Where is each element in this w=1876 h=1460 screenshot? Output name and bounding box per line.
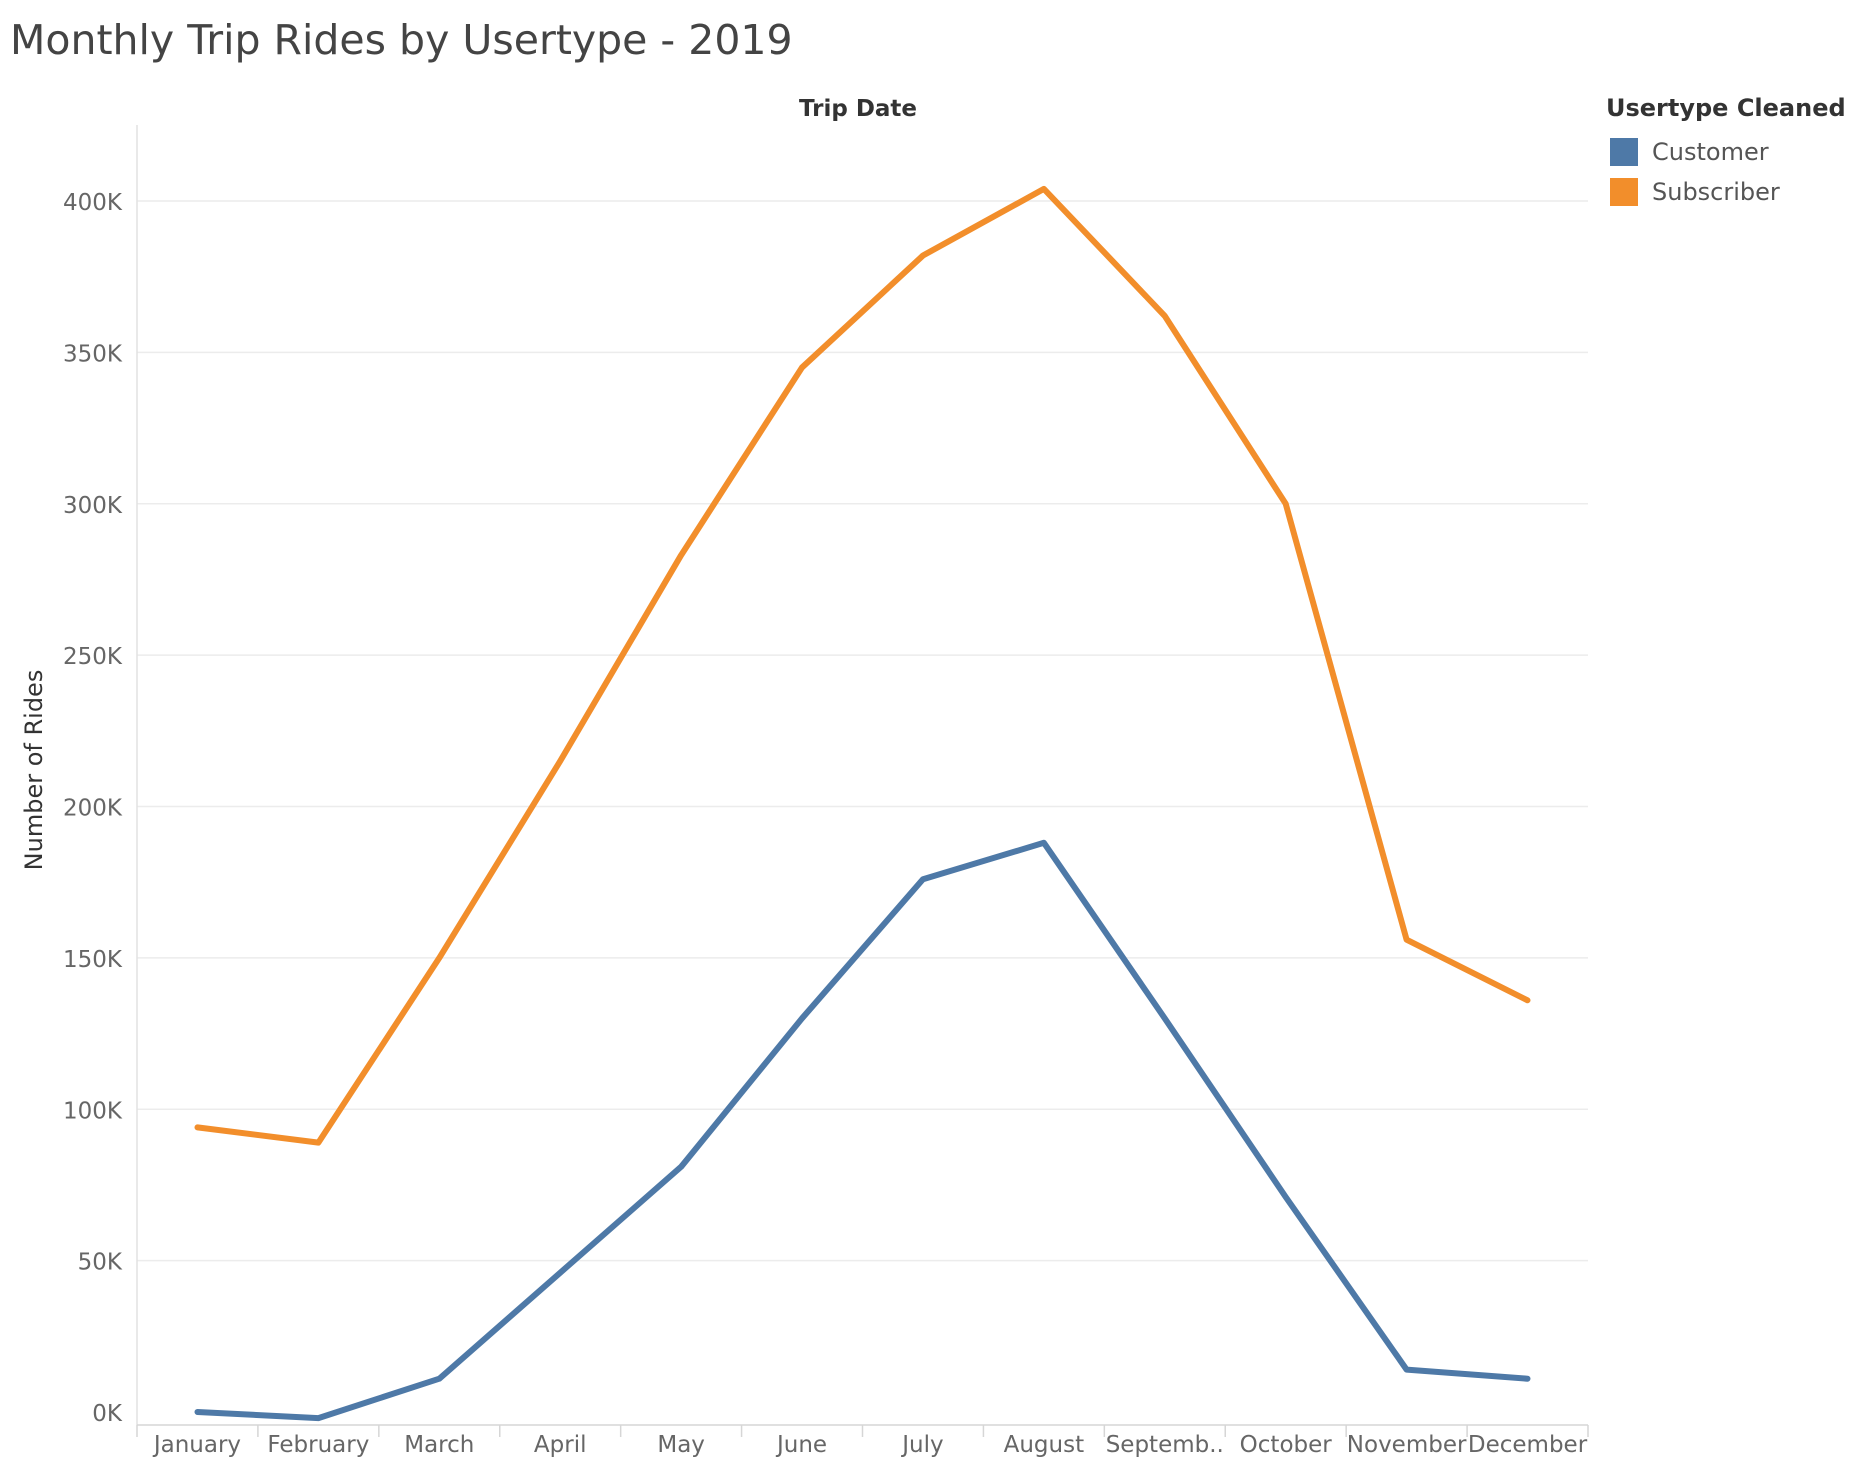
series-line-customer[interactable] <box>194 839 1531 1422</box>
y-tick-label: 400K <box>63 190 123 216</box>
y-tick-label: 50K <box>78 1250 123 1276</box>
x-tick-label: January <box>152 1432 241 1458</box>
x-tick-label: May <box>657 1432 705 1458</box>
legend: Usertype Cleaned Customer Subscriber <box>1606 94 1846 212</box>
x-tick-label: Septemb.. <box>1106 1432 1224 1458</box>
y-tick-label: 100K <box>63 1098 123 1124</box>
y-tick-label: 350K <box>63 341 123 367</box>
x-tick-label: June <box>775 1432 827 1458</box>
y-tick-label: 150K <box>63 947 123 973</box>
y-tick-label: 200K <box>63 796 123 822</box>
legend-item-customer[interactable]: Customer <box>1606 132 1846 172</box>
legend-label-subscriber: Subscriber <box>1652 178 1780 206</box>
x-tick-label: October <box>1240 1432 1333 1458</box>
column-header: Trip Date <box>799 96 917 122</box>
gridlines <box>137 200 1588 1262</box>
x-tick-label: August <box>1004 1432 1085 1458</box>
y-tick-label: 0K <box>92 1401 123 1427</box>
x-tick-label: March <box>404 1432 474 1458</box>
x-tick-label: December <box>1468 1432 1588 1458</box>
y-axis-ticks: 0K 50K 100K 150K 200K 250K 300K 350K 400K <box>63 190 123 1427</box>
legend-label-customer: Customer <box>1652 138 1769 166</box>
x-tick-label: April <box>534 1432 587 1458</box>
y-tick-label: 250K <box>63 644 123 670</box>
y-tick-label: 300K <box>63 493 123 519</box>
legend-title: Usertype Cleaned <box>1606 94 1846 122</box>
axes <box>136 125 1588 1426</box>
chart-title: Monthly Trip Rides by Usertype - 2019 <box>10 16 793 64</box>
series-lines <box>194 185 1531 1422</box>
series-line-subscriber[interactable] <box>194 185 1531 1146</box>
x-tick-label: November <box>1347 1432 1467 1458</box>
x-tick-label: July <box>900 1432 943 1458</box>
x-tick-label: February <box>267 1432 369 1458</box>
x-axis-ticks: January February March April May June July Augu… <box>136 1425 1589 1458</box>
legend-swatch-subscriber <box>1610 178 1638 206</box>
legend-swatch-customer <box>1610 138 1638 166</box>
y-axis-label: Number of Rides <box>20 670 48 871</box>
legend-item-subscriber[interactable]: Subscriber <box>1606 172 1846 212</box>
